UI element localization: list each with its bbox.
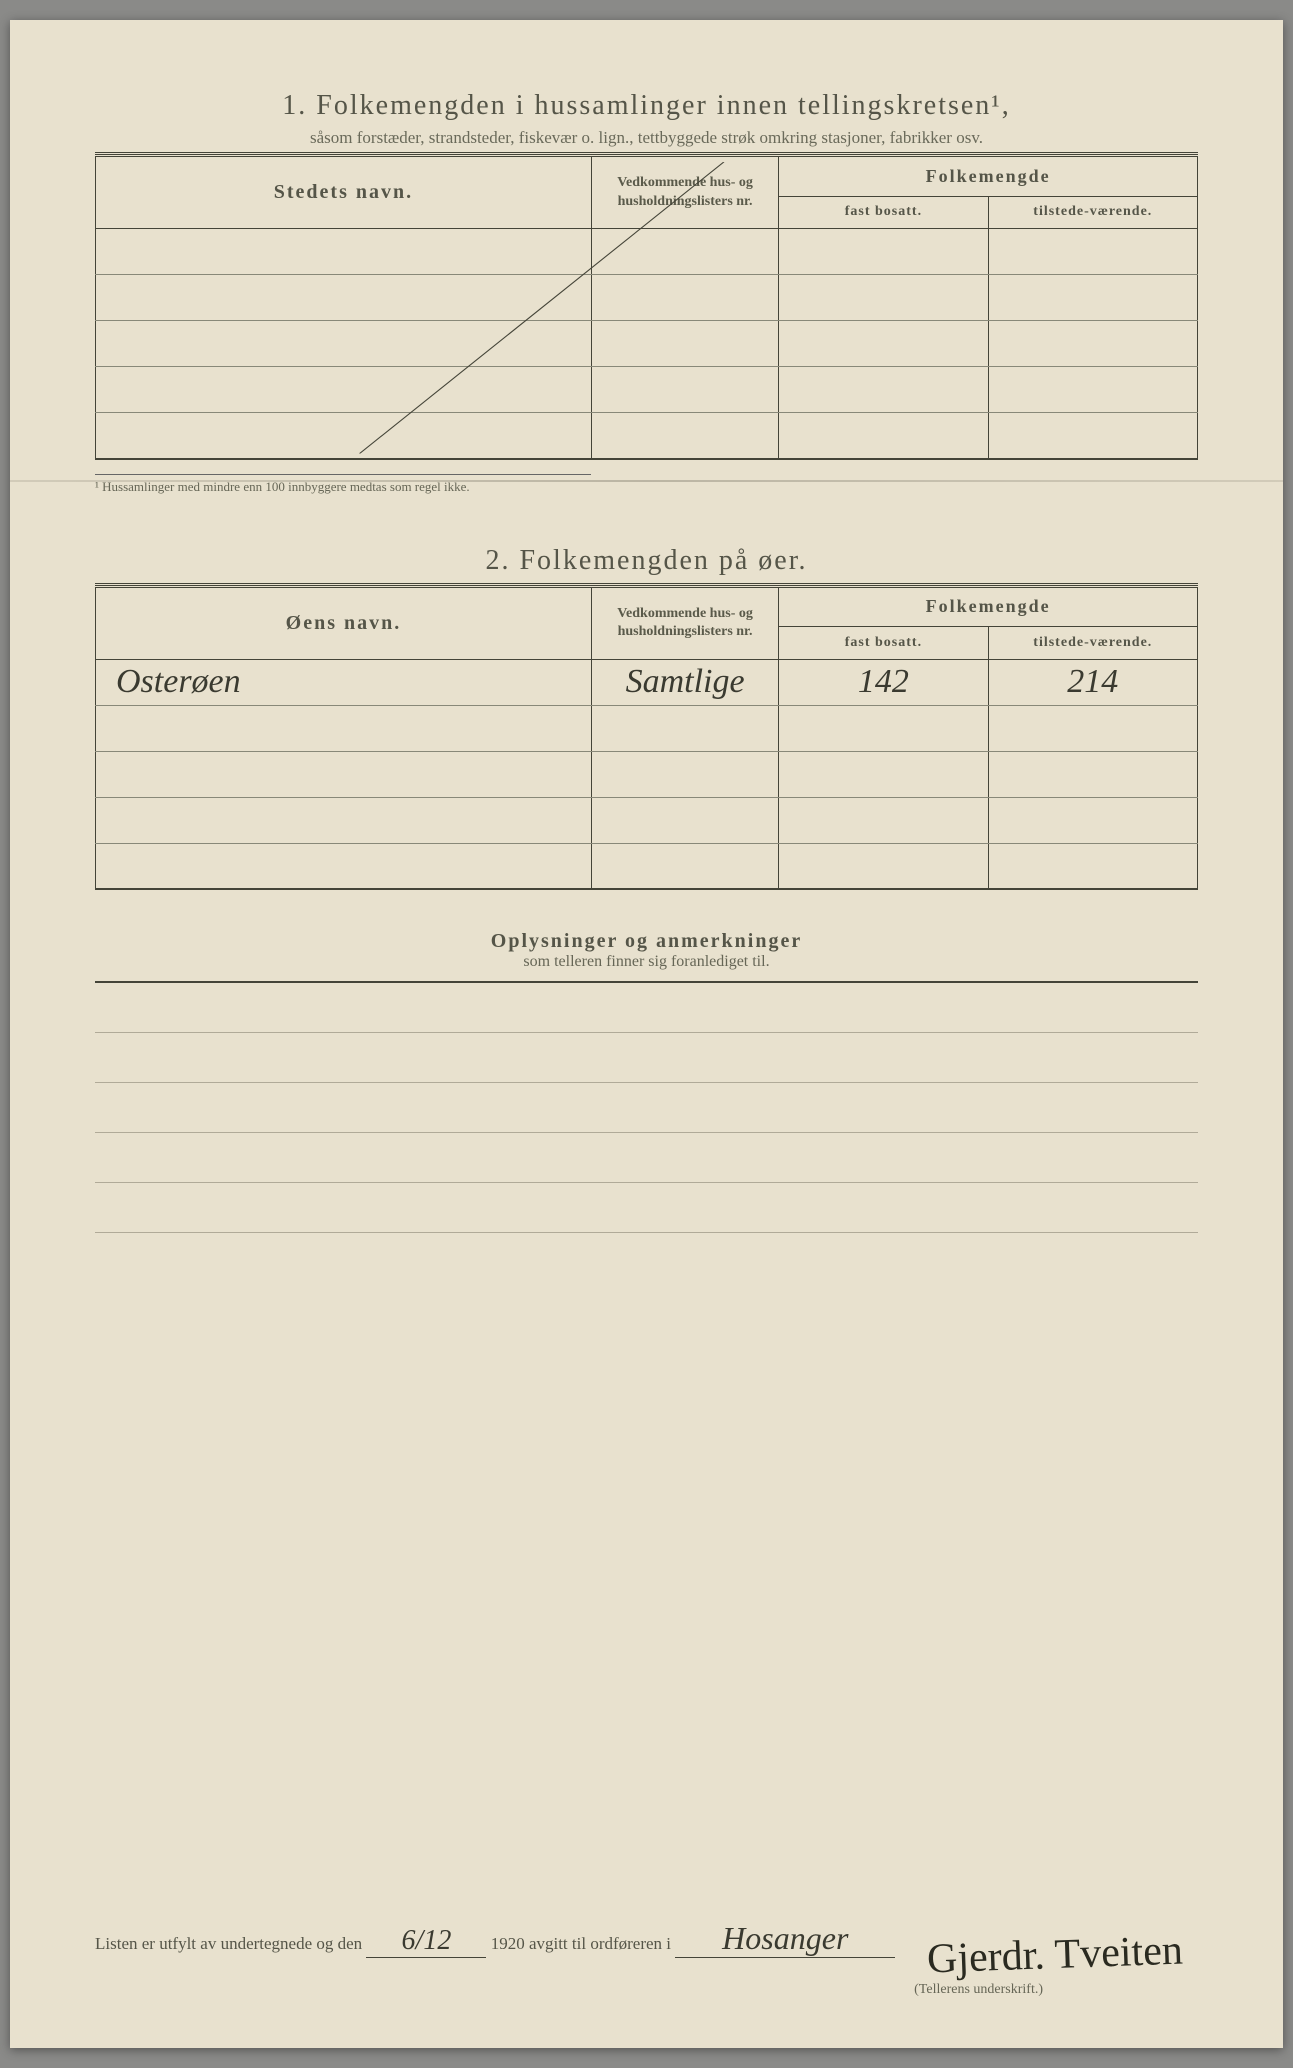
oply-sub: som telleren finner sig foranlediget til… <box>95 953 1198 971</box>
section2-number: 2. <box>485 545 510 576</box>
table-row <box>96 275 1198 321</box>
ruled-line <box>95 1183 1198 1233</box>
section2-title: 2. Folkemengden på øer. <box>95 545 1198 577</box>
oen-lists: Samtlige <box>591 659 778 705</box>
table1-header-row: Stedets navn. Vedkommende hus- og hushol… <box>96 157 1198 197</box>
col-fast: fast bosatt. <box>779 627 988 659</box>
col-lists: Vedkommende hus- og husholdningslisters … <box>591 157 778 229</box>
col-fast: fast bosatt. <box>779 196 988 228</box>
ruled-line <box>95 983 1198 1033</box>
table2: Øens navn. Vedkommende hus- og husholdni… <box>95 587 1198 891</box>
section1-title: 1. Folkemengden i hussamlinger innen tel… <box>95 90 1198 122</box>
table-row <box>96 413 1198 459</box>
col-tilstede: tilstede-værende. <box>988 627 1197 659</box>
section1-heading: Folkemengden i hussamlinger innen tellin… <box>316 90 1010 121</box>
footer-mid: 1920 avgitt til ordføreren i <box>491 1934 671 1953</box>
table-row <box>96 705 1198 751</box>
table-row <box>96 751 1198 797</box>
col-folkemengde: Folkemengde <box>779 587 1198 627</box>
footer-pre: Listen er utfylt av undertegnede og den <box>95 1934 362 1953</box>
section1-number: 1. <box>282 90 307 121</box>
ruled-line <box>95 1033 1198 1083</box>
col-tilstede: tilstede-værende. <box>988 196 1197 228</box>
fold-crease <box>10 480 1283 482</box>
footnote: ¹ Hussamlinger med mindre enn 100 innbyg… <box>95 474 591 495</box>
table2-header-row: Øens navn. Vedkommende hus- og husholdni… <box>96 587 1198 627</box>
census-form-page: 1. Folkemengden i hussamlinger innen tel… <box>10 20 1283 2048</box>
col-lists: Vedkommende hus- og husholdningslisters … <box>591 587 778 659</box>
table-row <box>96 843 1198 889</box>
table-row <box>96 797 1198 843</box>
col-folkemengde: Folkemengde <box>779 157 1198 197</box>
signature-label: (Tellerens underskrift.) <box>914 1982 1043 1998</box>
signature: Gjerdr. Tveiten <box>926 1927 1183 1982</box>
table-row <box>96 321 1198 367</box>
oen-name: Osterøen <box>96 659 592 705</box>
table-row <box>96 367 1198 413</box>
section2-heading: Folkemengden på øer. <box>519 545 807 576</box>
table1: Stedets navn. Vedkommende hus- og hushol… <box>95 156 1198 460</box>
oen-til: 214 <box>988 659 1197 705</box>
oply-title: Oplysninger og anmerkninger <box>95 930 1198 953</box>
ruled-line <box>95 1133 1198 1183</box>
table-row <box>96 229 1198 275</box>
footer-date: 6/12 <box>366 1925 486 1958</box>
section1-subtitle: såsom forstæder, strandsteder, fiskevær … <box>95 128 1198 148</box>
table-row: Osterøen Samtlige 142 214 <box>96 659 1198 705</box>
remarks-lines <box>95 981 1198 1233</box>
col-oens-navn: Øens navn. <box>96 587 592 659</box>
table1-wrap: Stedets navn. Vedkommende hus- og hushol… <box>95 156 1198 460</box>
footer-place: Hosanger <box>675 1920 895 1958</box>
oen-fast: 142 <box>779 659 988 705</box>
ruled-line <box>95 1083 1198 1133</box>
col-stedets-navn: Stedets navn. <box>96 157 592 229</box>
